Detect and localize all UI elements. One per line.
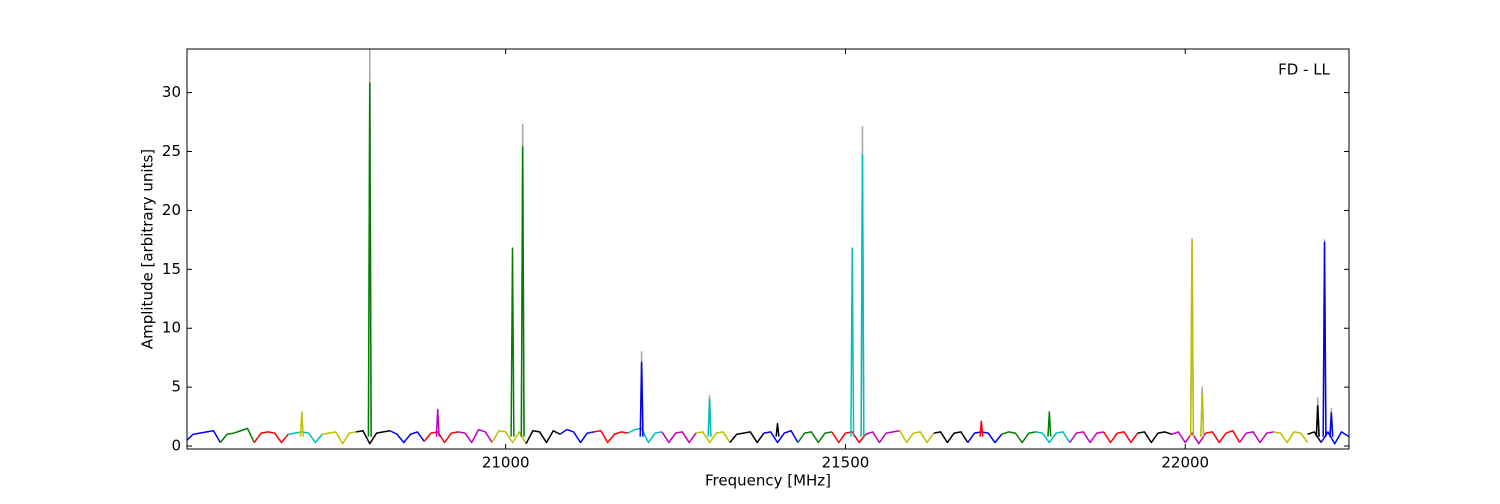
spectrum-line: [1307, 431, 1322, 443]
x-tick-label: 21000: [482, 454, 530, 472]
spectrum-line: [933, 431, 969, 444]
spectrum-line: [1322, 241, 1327, 437]
spectrum-line: [729, 431, 765, 444]
spectrum-line: [1103, 431, 1139, 444]
spectrum-line: [967, 431, 1003, 444]
spectrum-line: [763, 429, 799, 444]
y-tick-label: 15: [162, 260, 181, 278]
spectrum-line: [695, 431, 731, 444]
spectrum-line: [1189, 240, 1195, 437]
spectrum-line: [1200, 394, 1205, 437]
spectrum-line: [1035, 431, 1071, 444]
spectrum-line: [253, 431, 289, 444]
spectrum-line: [593, 429, 629, 444]
spectrum-line: [1238, 431, 1274, 444]
y-tick-label: 5: [171, 378, 181, 396]
spectrum-line: [1329, 412, 1334, 437]
spectrum-line: [797, 431, 833, 444]
spectrum-line: [1171, 431, 1207, 445]
spectrum-line: [322, 431, 357, 445]
spectrum-line: [1315, 405, 1320, 437]
spectrum-line: [389, 430, 425, 444]
x-axis-label: Frequency [MHz]: [705, 472, 831, 490]
spectrum-line: [525, 429, 561, 445]
y-tick-label: 25: [162, 142, 181, 160]
spectrum-line: [1047, 411, 1052, 437]
y-tick-label: 30: [162, 83, 181, 101]
spectrum-line: [356, 429, 391, 445]
spectrum-line: [775, 422, 780, 437]
spectrum-line: [1273, 431, 1309, 444]
spectrum-line: [491, 429, 527, 445]
spectrum-line: [979, 420, 984, 437]
spectrum-line: [831, 431, 867, 444]
x-tick-label: 21500: [822, 454, 870, 472]
spectrum-line: [865, 430, 900, 444]
spectrum-line: [1001, 431, 1036, 444]
spectrum-line: [860, 154, 865, 437]
spectrum-line: [627, 427, 663, 444]
plot-frame: [186, 48, 1350, 450]
spectrum-line: [423, 431, 459, 444]
y-tick-label: 20: [162, 201, 181, 219]
spectrum-line: [707, 398, 712, 437]
spectrum-line: [186, 429, 221, 443]
spectrum-line: [510, 247, 515, 437]
y-axis-label: Amplitude [arbitrary units]: [139, 149, 157, 349]
y-tick-label: 10: [162, 319, 181, 337]
spectrum-line: [1069, 431, 1104, 444]
annotation: FD - LL: [1278, 61, 1330, 79]
spectrum-line: [288, 431, 323, 444]
spectrum-line: [639, 361, 644, 437]
spectrum-line: [299, 411, 304, 437]
spectrum-line: [1137, 431, 1172, 444]
x-tick-label: 22000: [1161, 454, 1209, 472]
spectrum-line: [219, 427, 255, 443]
spectrum-line: [458, 428, 493, 444]
spectrum-line: [367, 82, 372, 437]
spectrum-line: [850, 247, 855, 437]
spectrum-line: [899, 430, 935, 444]
spectrum-line: [661, 431, 697, 444]
spectrum-line: [559, 428, 595, 444]
spectrum-line: [520, 146, 525, 437]
spectrum-line: [1205, 429, 1241, 444]
y-tick-label: 0: [171, 437, 181, 455]
spectrum-line: [435, 408, 440, 437]
